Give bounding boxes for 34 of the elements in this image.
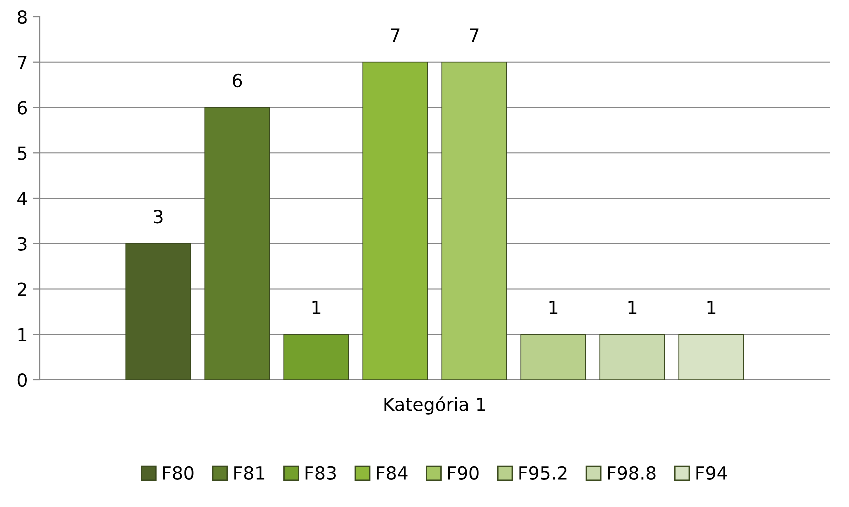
- data-label: 1: [312, 301, 321, 314]
- y-tick-label: 0: [18, 373, 27, 388]
- y-tick-label: 8: [18, 10, 27, 24]
- bar: [442, 62, 508, 380]
- data-label: 7: [470, 28, 479, 42]
- data-label: 7: [391, 28, 400, 42]
- y-tick-label: 6: [18, 101, 28, 115]
- legend-label: F84: [377, 466, 408, 480]
- y-tick-label: 7: [18, 56, 27, 70]
- data-label: 1: [550, 301, 558, 314]
- data-label: 6: [233, 74, 242, 88]
- y-tick-label: 5: [18, 146, 27, 160]
- data-label: 1: [628, 301, 637, 314]
- legend-label: F98.8: [608, 466, 656, 480]
- legend-label: F95.2: [520, 466, 567, 480]
- legend-label: F90: [448, 466, 479, 480]
- legend-label: F81: [234, 466, 265, 480]
- y-tick-label: 2: [18, 282, 26, 296]
- legend-label: F94: [696, 466, 728, 480]
- bar: [678, 334, 744, 380]
- y-tick-label: 3: [18, 237, 27, 251]
- bar: [520, 334, 586, 380]
- bar: [362, 62, 428, 380]
- y-tick-label: 1: [18, 328, 27, 342]
- bar: [126, 243, 192, 380]
- bar: [204, 107, 270, 380]
- legend-label: F80: [163, 466, 194, 480]
- legend-label: F83: [306, 466, 336, 480]
- bar: [284, 334, 350, 380]
- y-tick-label: 4: [18, 192, 28, 206]
- bar: [600, 334, 666, 380]
- data-label: 1: [708, 301, 716, 314]
- x-tick-label: Kategória 1: [384, 396, 486, 415]
- data-label: 3: [154, 210, 163, 224]
